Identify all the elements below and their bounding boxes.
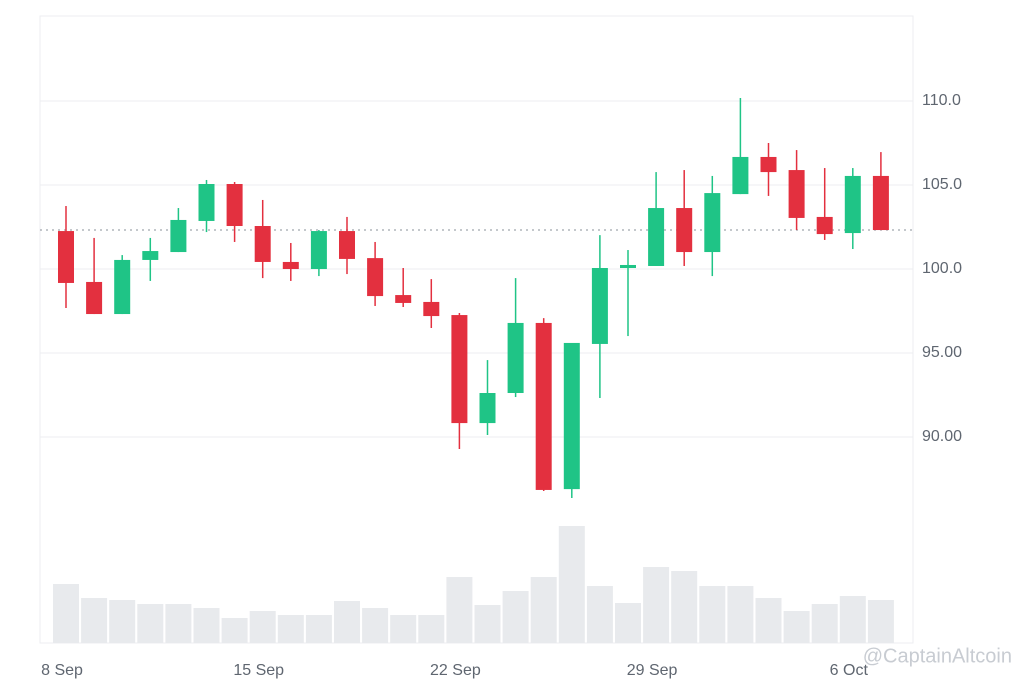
candle-body [676, 208, 693, 253]
volume-bar [671, 571, 698, 643]
candle-body [142, 251, 159, 260]
volume-bar [727, 586, 754, 643]
candle-body [535, 322, 552, 490]
volume-bar [193, 608, 220, 643]
candle-body [170, 219, 187, 253]
x-tick-label: 29 Sep [627, 662, 678, 679]
volume-bar [615, 603, 641, 643]
candle-body [451, 315, 468, 424]
candle-body [732, 156, 749, 195]
volume-bar [586, 586, 613, 643]
y-tick-label: 90.00 [922, 428, 962, 445]
volume-bar [418, 615, 445, 643]
candle-body [648, 208, 665, 266]
candle-body [507, 322, 524, 394]
volume-bar [502, 591, 529, 643]
candle-body [620, 264, 636, 269]
candle-body [367, 258, 384, 297]
volume-bar [558, 526, 585, 643]
volume-bar [137, 604, 164, 643]
candle-body [198, 184, 215, 221]
volume-bar [277, 615, 304, 643]
candle-body [563, 342, 580, 490]
plot-frame [39, 15, 914, 644]
y-tick-label: 105.0 [922, 176, 962, 193]
volume-bar [249, 611, 276, 643]
y-tick-label: 95.00 [922, 344, 962, 361]
volume-bar [362, 608, 389, 643]
volume-bar [221, 618, 248, 643]
candle-body [591, 268, 608, 344]
volume-bar [530, 577, 557, 643]
volume-bar [334, 601, 360, 643]
y-tick-label: 100.0 [922, 260, 962, 277]
candle-body [816, 216, 833, 235]
volume-bar [165, 604, 192, 643]
x-tick-label: 6 Oct [830, 662, 869, 679]
candle-body [479, 393, 496, 424]
candle-body [58, 231, 74, 283]
candle-body [844, 175, 861, 234]
volume-bar [474, 605, 501, 643]
candle-body [86, 281, 103, 315]
candle-body [282, 261, 299, 270]
candle-body [788, 170, 805, 218]
volume-bar [867, 600, 894, 643]
x-tick-label: 15 Sep [233, 662, 284, 679]
candle-body [395, 295, 412, 303]
volume-bar [783, 611, 810, 643]
candle-body [310, 231, 327, 270]
candle-body [226, 184, 243, 227]
volume-bar [643, 567, 670, 643]
volume-bar [839, 596, 866, 643]
candle-body [339, 231, 355, 259]
candle-body [872, 175, 889, 231]
volume-bar [755, 598, 782, 643]
candle-body [704, 193, 721, 253]
volume-bar [81, 598, 108, 643]
candle-body [114, 259, 131, 315]
volume-bar [305, 615, 332, 643]
volume-bar [109, 600, 136, 643]
x-tick-label: 8 Sep [41, 662, 83, 679]
candle-body [254, 226, 271, 262]
x-tick-label: 22 Sep [430, 662, 481, 679]
y-tick-label: 110.0 [922, 92, 961, 109]
volume-bar [699, 586, 726, 643]
watermark: @CaptainAltcoin [863, 645, 1012, 667]
candle-body [423, 301, 440, 317]
volume-bar [446, 577, 473, 643]
candle-body [760, 156, 777, 173]
volume-bar [811, 604, 838, 643]
volume-bar [53, 584, 79, 643]
volume-bar [390, 615, 417, 643]
